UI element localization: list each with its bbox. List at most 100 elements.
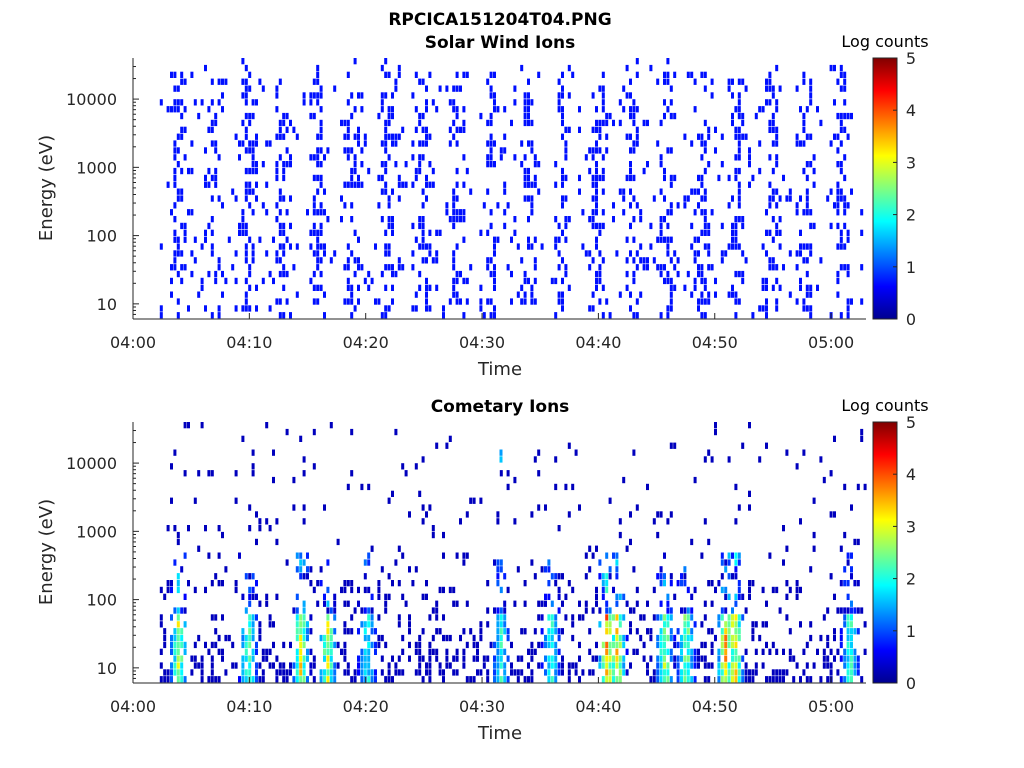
heatmap-cell — [289, 662, 292, 669]
heatmap-cell — [455, 552, 459, 559]
heatmap-cell — [489, 140, 493, 147]
heatmap-cell — [401, 264, 405, 271]
heatmap-cell — [727, 78, 731, 85]
heatmap-cell — [326, 676, 330, 683]
heatmap-cell — [326, 586, 330, 594]
heatmap-cell — [448, 126, 452, 133]
heatmap-cell — [282, 669, 286, 676]
heatmap-cell — [829, 188, 833, 195]
heatmap-cell — [625, 92, 629, 99]
heatmap-cell — [384, 312, 388, 319]
heatmap-cell — [642, 655, 646, 662]
heatmap-cell — [731, 607, 734, 614]
heatmap-cell — [659, 161, 663, 168]
heatmap-cell — [472, 676, 476, 683]
heatmap-cell — [561, 573, 564, 580]
heatmap-cell — [166, 676, 170, 683]
heatmap-cell — [295, 552, 299, 559]
heatmap-cell — [680, 648, 683, 655]
x-tick-label: 04:20 — [343, 697, 389, 716]
heatmap-cell — [278, 133, 282, 140]
heatmap-cell — [350, 614, 354, 621]
heatmap-cell — [581, 669, 585, 676]
heatmap-cell — [309, 614, 313, 621]
heatmap-cell — [207, 106, 211, 113]
heatmap-cell — [391, 284, 394, 291]
heatmap-cell — [782, 264, 785, 271]
heatmap-cell — [714, 126, 717, 133]
heatmap-cell — [387, 573, 391, 580]
heatmap-cell — [343, 119, 347, 127]
heatmap-cell — [663, 264, 666, 271]
heatmap-cell — [387, 662, 391, 669]
heatmap-cell — [462, 552, 466, 559]
heatmap-cell — [659, 312, 663, 319]
heatmap-cell — [285, 112, 289, 120]
heatmap-cell — [669, 573, 673, 580]
heatmap-cell — [632, 312, 636, 319]
heatmap-cell — [666, 662, 670, 669]
heatmap-cell — [302, 662, 306, 669]
heatmap-cell — [608, 648, 612, 655]
heatmap-cell — [302, 655, 306, 662]
heatmap-cell — [479, 112, 483, 120]
heatmap-cell — [486, 154, 490, 161]
heatmap-cell — [693, 250, 697, 257]
y-tick-label: 1000 — [76, 158, 117, 177]
heatmap-cell — [255, 662, 258, 669]
heatmap-cell — [850, 188, 853, 195]
heatmap-cell — [244, 222, 248, 230]
heatmap-cell — [190, 71, 194, 78]
heatmap-cell — [557, 648, 561, 655]
heatmap-cell — [561, 85, 564, 92]
heatmap-cell — [384, 229, 388, 236]
heatmap-cell — [343, 600, 347, 607]
heatmap-cell — [513, 518, 517, 525]
heatmap-cell — [554, 277, 558, 285]
heatmap-cell — [363, 277, 367, 285]
heatmap-cell — [748, 669, 751, 676]
heatmap-cell — [435, 614, 439, 621]
heatmap-cell — [595, 126, 598, 133]
heatmap-cell — [176, 621, 180, 628]
heatmap-cell — [608, 641, 612, 649]
heatmap-cell — [370, 621, 374, 628]
heatmap-cell — [778, 607, 782, 614]
heatmap-cell — [442, 531, 445, 539]
heatmap-cell — [227, 236, 231, 243]
heatmap-cell — [323, 291, 326, 298]
heatmap-cell — [244, 64, 248, 72]
heatmap-cell — [683, 676, 687, 683]
heatmap-cell — [850, 607, 853, 614]
heatmap-cell — [333, 628, 337, 635]
heatmap-cell — [343, 298, 347, 305]
heatmap-cell — [622, 85, 626, 92]
heatmap-cell — [312, 209, 316, 216]
heatmap-cell — [843, 195, 847, 202]
heatmap-cell — [367, 614, 371, 621]
heatmap-cell — [493, 305, 496, 312]
heatmap-cell — [578, 504, 581, 511]
heatmap-cell — [554, 648, 558, 655]
heatmap-cell — [530, 291, 534, 298]
heatmap-cell — [173, 250, 177, 257]
heatmap-cell — [788, 250, 792, 257]
heatmap-cell — [530, 99, 534, 106]
heatmap-cell — [312, 270, 316, 278]
heatmap-cell — [462, 277, 466, 285]
heatmap-cell — [731, 229, 734, 236]
heatmap-cell — [193, 641, 197, 649]
heatmap-cell — [601, 174, 605, 182]
heatmap-cell — [238, 676, 241, 683]
heatmap-cell — [248, 119, 252, 127]
heatmap-cell — [200, 243, 204, 250]
heatmap-cell — [513, 229, 517, 236]
heatmap-cell — [289, 154, 292, 161]
heatmap-cell — [615, 662, 619, 669]
heatmap-cell — [605, 628, 609, 635]
heatmap-cell — [489, 119, 493, 127]
heatmap-cell — [241, 676, 245, 683]
heatmap-cell — [527, 243, 530, 250]
heatmap-cell — [425, 305, 428, 312]
heatmap-cell — [686, 655, 690, 662]
